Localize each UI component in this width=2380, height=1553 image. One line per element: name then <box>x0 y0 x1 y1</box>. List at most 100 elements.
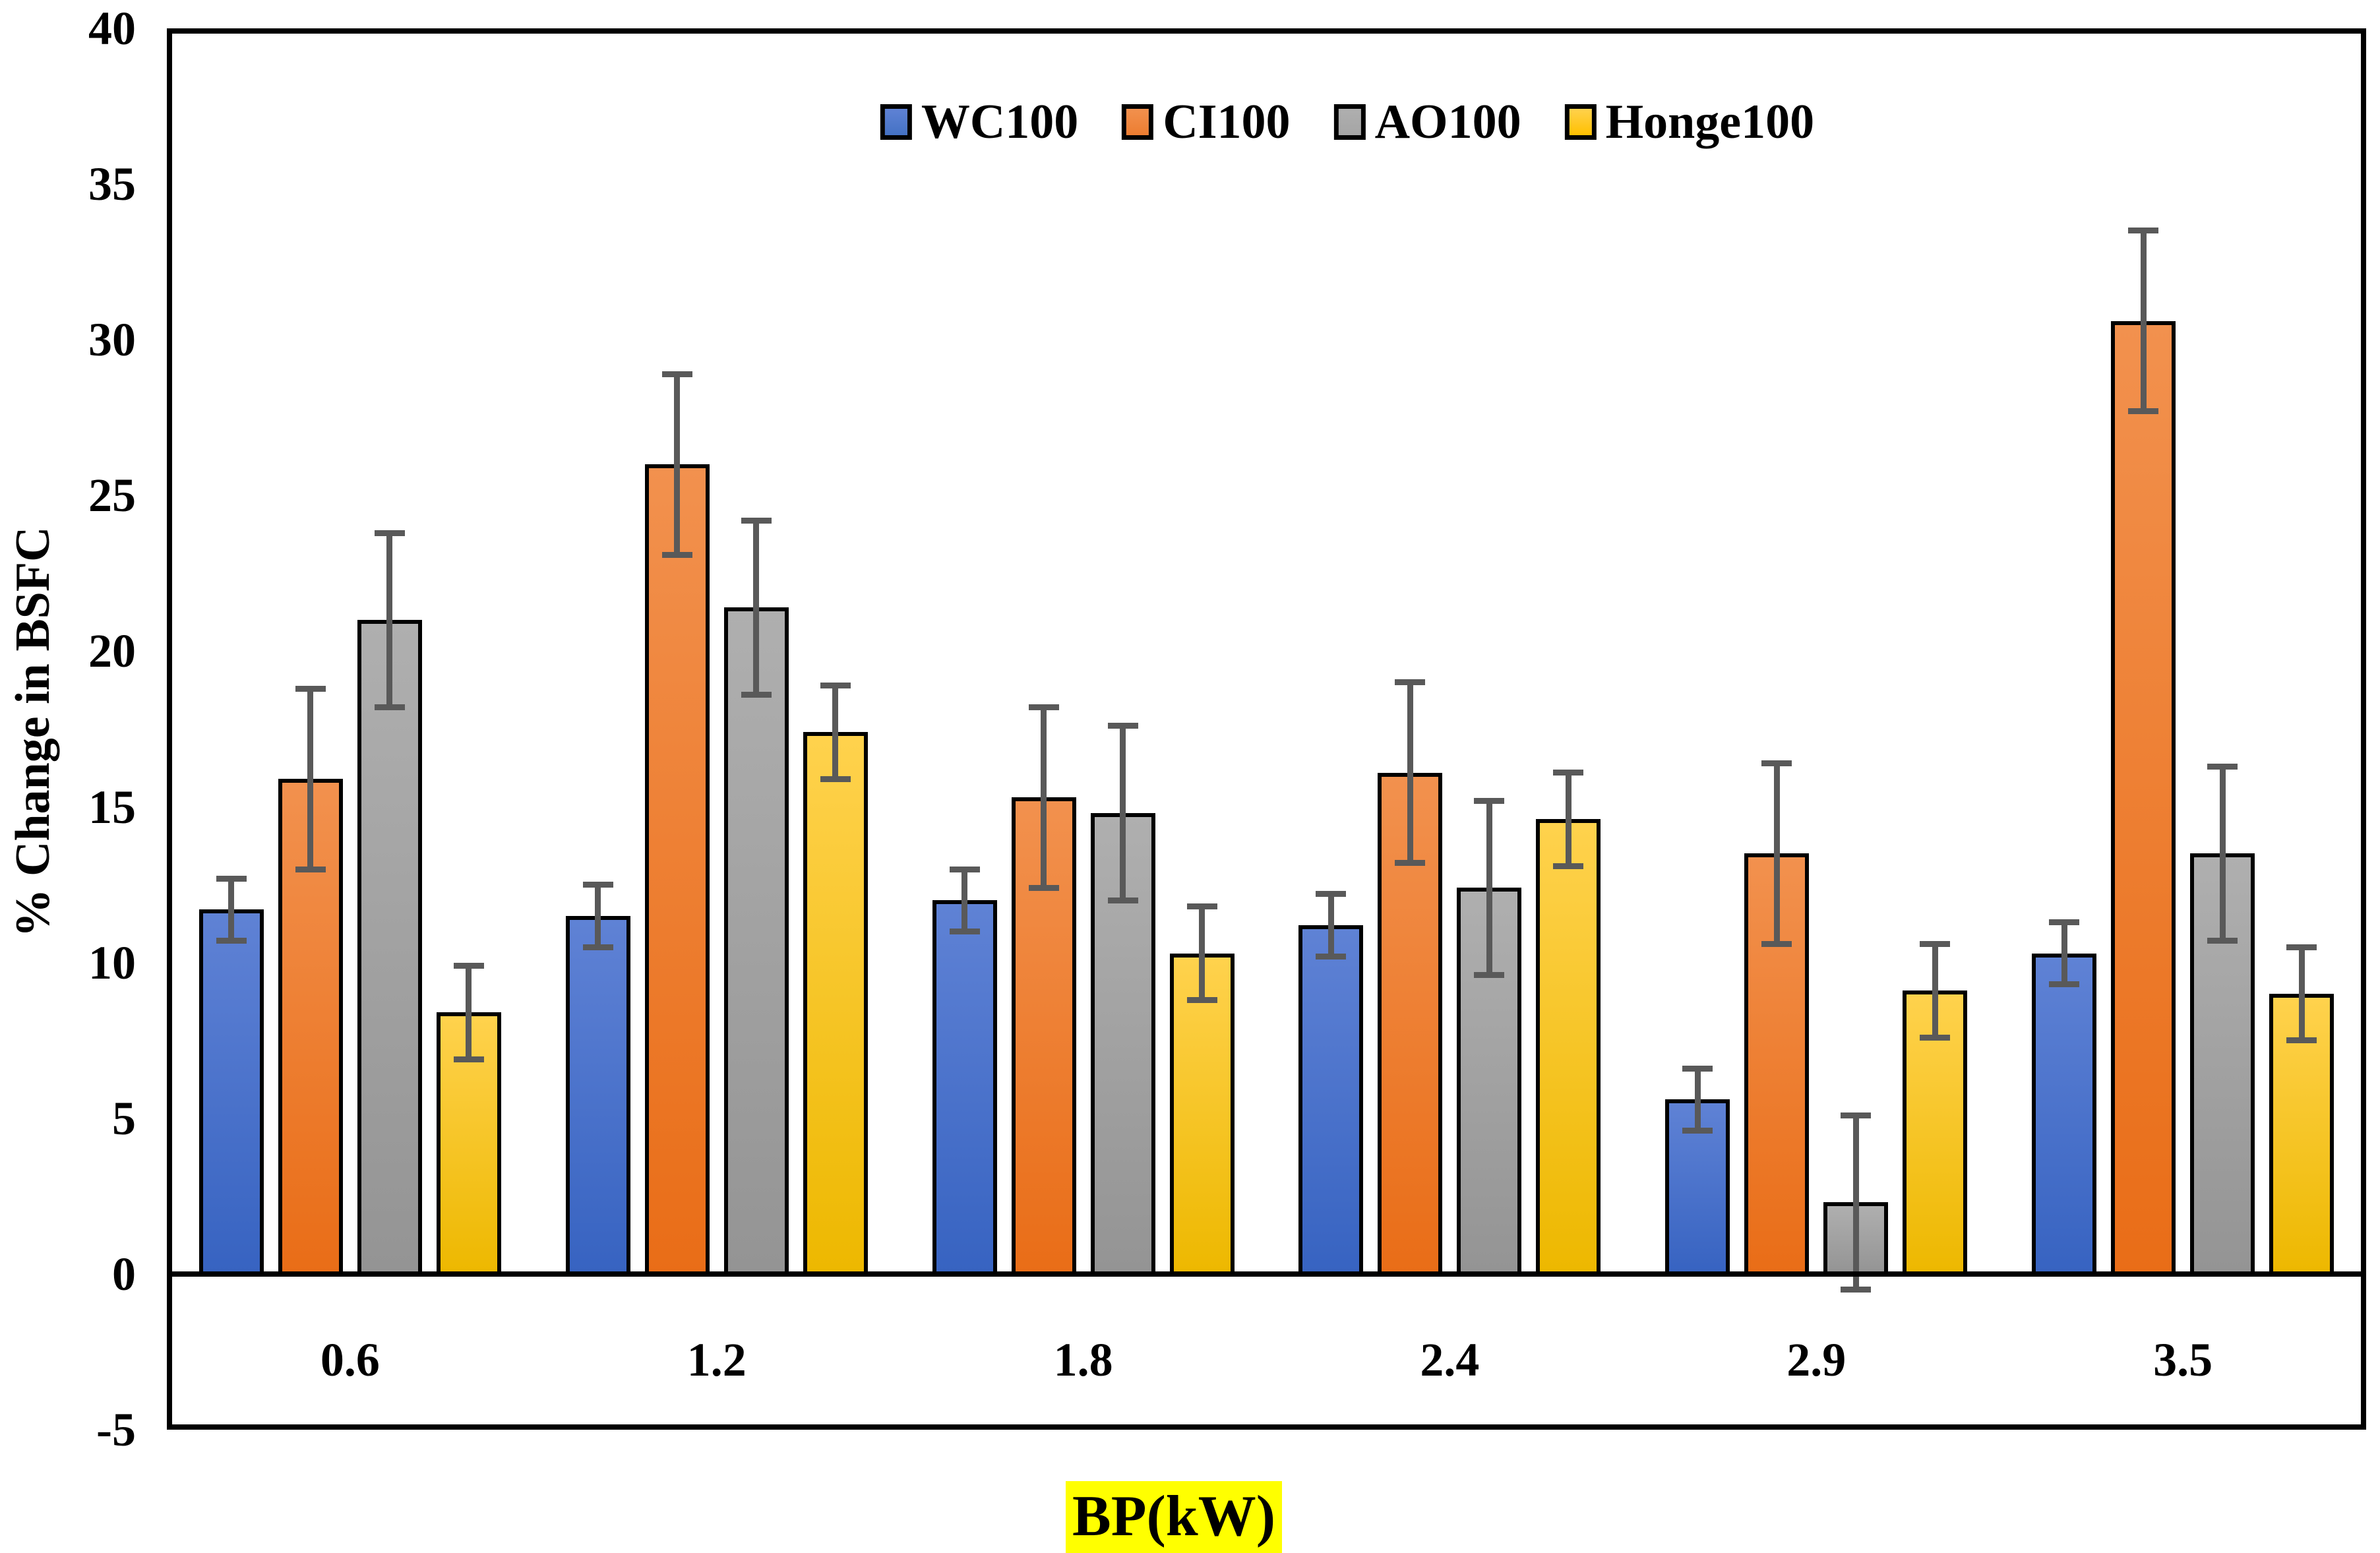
legend-label: CI100 <box>1163 95 1291 149</box>
error-bar-line <box>595 884 601 948</box>
error-bar-cap-top <box>1395 679 1426 686</box>
y-tick-label: 35 <box>88 158 136 211</box>
legend-label: Honge100 <box>1605 95 1815 149</box>
bar <box>2032 953 2097 1277</box>
y-tick-label: -5 <box>96 1403 136 1456</box>
error-bar-line <box>386 533 393 708</box>
bar <box>1744 853 1810 1277</box>
bar <box>1536 819 1601 1277</box>
error-bar-cap-top <box>1553 770 1584 776</box>
error-bar-cap-bottom <box>295 866 326 872</box>
error-bar-cap-top <box>2049 919 2080 925</box>
legend-swatch-icon <box>880 104 912 140</box>
y-tick-label: 40 <box>88 2 136 55</box>
error-bar-line <box>228 878 235 941</box>
error-bar-cap-bottom <box>1316 953 1347 959</box>
y-tick-label: 0 <box>112 1247 136 1300</box>
error-bar-cap-top <box>295 685 326 692</box>
error-bar-cap-top <box>1761 760 1792 766</box>
bar <box>723 607 789 1277</box>
error-bar-cap-bottom <box>582 944 613 950</box>
error-bar-cap-bottom <box>1395 860 1426 867</box>
plot-area <box>167 28 2366 1430</box>
error-bar-cap-bottom <box>1920 1034 1951 1041</box>
legend-swatch-icon <box>1564 104 1597 140</box>
error-bar-cap-top <box>1474 797 1505 804</box>
chart-legend: WC100 CI100 AO100 Honge100 <box>880 98 1814 146</box>
x-axis-title-wrap: BP(kW) <box>1066 1481 1282 1553</box>
error-bar-cap-bottom <box>2128 408 2159 415</box>
error-bar-line <box>1120 725 1126 901</box>
bar <box>357 620 422 1277</box>
bar <box>803 732 868 1277</box>
error-bar-line <box>1694 1068 1701 1131</box>
error-bar-cap-bottom <box>2049 981 2080 988</box>
error-bar-cap-top <box>1107 723 1138 729</box>
error-bar-cap-bottom <box>1682 1128 1713 1134</box>
bar <box>1169 953 1235 1277</box>
legend-label: WC100 <box>921 95 1079 149</box>
bar <box>932 900 997 1277</box>
error-bar-cap-bottom <box>949 928 980 934</box>
error-bar-line <box>2140 230 2147 411</box>
error-bar-cap-top <box>741 517 772 524</box>
x-tick-label: 2.9 <box>1786 1333 1846 1386</box>
error-bar-line <box>1486 801 1492 975</box>
error-bar-cap-top <box>1682 1065 1713 1072</box>
x-tick-label: 3.5 <box>2153 1333 2213 1386</box>
error-bar-cap-top <box>1841 1112 1872 1118</box>
error-bar-cap-top <box>1316 891 1347 898</box>
error-bar-cap-bottom <box>1028 884 1059 891</box>
error-bar-line <box>307 688 314 869</box>
error-bar-cap-bottom <box>1761 940 1792 947</box>
y-tick-label: 10 <box>88 936 136 989</box>
legend-swatch-icon <box>1333 104 1366 140</box>
error-bar-line <box>1565 772 1571 867</box>
error-bar-cap-bottom <box>820 776 851 782</box>
error-bar-line <box>753 520 760 695</box>
error-bar-line <box>832 685 839 779</box>
error-bar-line <box>2298 947 2305 1041</box>
error-bar-cap-top <box>2286 944 2317 950</box>
error-bar-line <box>1327 894 1334 957</box>
error-bar-line <box>961 869 968 932</box>
error-bar-cap-bottom <box>2286 1037 2317 1044</box>
error-bar-cap-top <box>453 962 484 969</box>
error-bar-cap-bottom <box>1107 897 1138 903</box>
error-bar-cap-bottom <box>374 704 405 710</box>
y-tick-label: 30 <box>88 313 136 367</box>
y-tick-label: 5 <box>112 1091 136 1145</box>
error-bar-cap-top <box>2128 228 2159 234</box>
error-bar-cap-top <box>661 371 692 377</box>
legend-item: Honge100 <box>1564 95 1815 149</box>
error-bar-cap-top <box>1186 903 1217 910</box>
error-bar-line <box>2061 922 2067 985</box>
error-bar-cap-top <box>820 682 851 688</box>
zero-axis-line <box>167 1271 2366 1277</box>
error-bar-cap-bottom <box>1474 972 1505 979</box>
legend-item: CI100 <box>1122 95 1291 149</box>
legend-swatch-icon <box>1122 104 1154 140</box>
bar <box>1298 925 1364 1277</box>
error-bar-line <box>1932 944 1938 1037</box>
error-bar-cap-top <box>1920 940 1951 947</box>
error-bar-cap-bottom <box>661 551 692 558</box>
error-bar-line <box>1852 1115 1859 1290</box>
error-bar-line <box>1199 906 1205 1000</box>
bar <box>198 909 264 1277</box>
error-bar-line <box>1041 707 1047 888</box>
error-bar-line <box>466 965 472 1060</box>
error-bar-cap-bottom <box>1186 996 1217 1003</box>
x-axis-title: BP(kW) <box>1066 1481 1282 1553</box>
x-tick-label: 0.6 <box>320 1333 380 1386</box>
error-bar-cap-bottom <box>1841 1287 1872 1293</box>
y-tick-label: 25 <box>88 469 136 522</box>
legend-label: AO100 <box>1374 95 1521 149</box>
error-bar-cap-top <box>949 866 980 872</box>
x-tick-label: 1.2 <box>687 1333 747 1386</box>
error-bar-cap-top <box>216 875 247 882</box>
error-bar-line <box>674 374 681 555</box>
error-bar-cap-top <box>1028 704 1059 710</box>
error-bar-cap-top <box>374 530 405 536</box>
